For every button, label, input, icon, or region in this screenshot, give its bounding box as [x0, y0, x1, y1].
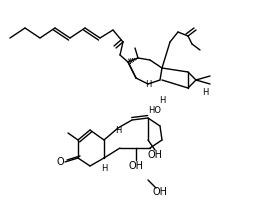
Text: H: H [202, 88, 208, 97]
Text: H: H [145, 80, 151, 88]
Text: H: H [115, 125, 121, 134]
Text: OH: OH [148, 150, 163, 160]
Text: HO: HO [148, 106, 161, 114]
Text: OH: OH [153, 187, 168, 197]
Text: O: O [56, 157, 64, 167]
Text: H: H [101, 164, 107, 172]
Text: OH: OH [129, 161, 144, 171]
Text: H: H [159, 95, 165, 105]
